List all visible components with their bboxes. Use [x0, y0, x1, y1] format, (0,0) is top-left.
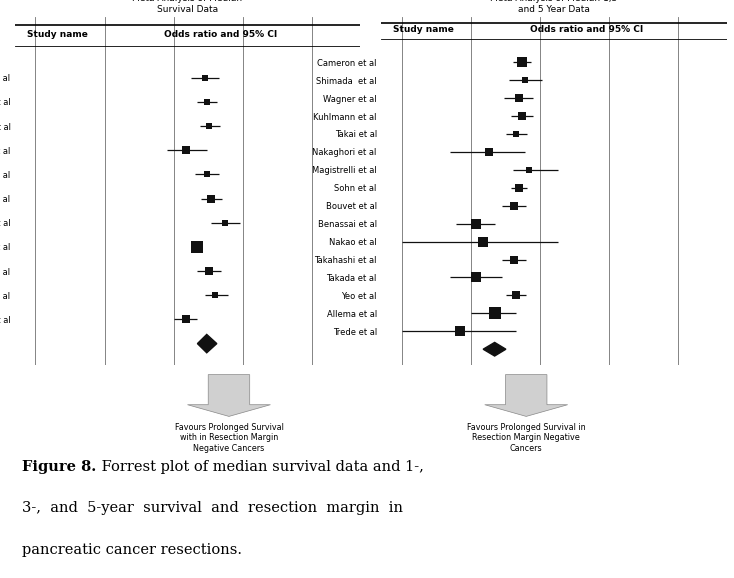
Text: Odds ratio and 95% CI: Odds ratio and 95% CI [530, 25, 644, 35]
Text: Study name: Study name [27, 29, 88, 39]
Polygon shape [484, 375, 567, 416]
Text: Forrest plot of median survival data and 1-,: Forrest plot of median survival data and… [97, 460, 424, 475]
Text: Odds ratio and 95% CI: Odds ratio and 95% CI [164, 29, 277, 39]
Polygon shape [187, 375, 270, 416]
Text: Meta Analysis of Median 1,3
and 5 Year Data: Meta Analysis of Median 1,3 and 5 Year D… [490, 0, 617, 14]
Text: 3-,  and  5-year  survival  and  resection  margin  in: 3-, and 5-year survival and resection ma… [22, 502, 403, 516]
Text: Study name: Study name [393, 25, 454, 35]
Text: Meta Analysis of Median
Survival Data: Meta Analysis of Median Survival Data [132, 0, 242, 14]
Text: pancreatic cancer resections.: pancreatic cancer resections. [22, 543, 241, 557]
Polygon shape [483, 342, 506, 356]
Text: Favours Prolonged Survival in
Resection Margin Negative
Cancers: Favours Prolonged Survival in Resection … [467, 423, 586, 453]
Text: Figure 8.: Figure 8. [22, 460, 96, 475]
Text: Favours Prolonged Survival
with in Resection Margin
Negative Cancers: Favours Prolonged Survival with in Resec… [175, 423, 283, 453]
Polygon shape [197, 335, 217, 353]
